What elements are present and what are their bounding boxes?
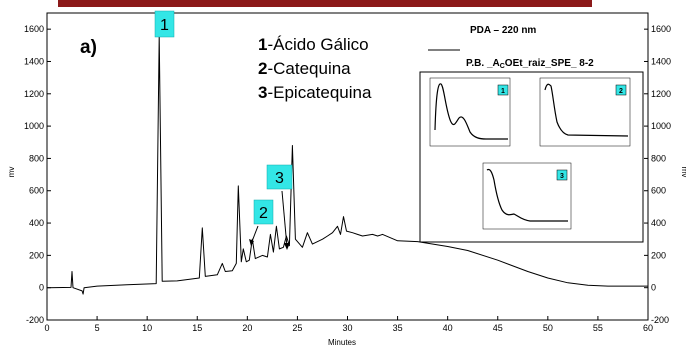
uv-spectrum-2-tag <box>615 84 627 96</box>
panel-label: a) <box>80 37 97 58</box>
y-tick-label-right: 400 <box>651 218 666 228</box>
x-tick-label: 25 <box>292 323 302 333</box>
legend-entry-3: 3-Epicatequina <box>258 83 372 102</box>
y-tick-label-right: 1600 <box>651 24 671 34</box>
uv-spectrum-1: 1 <box>429 77 511 147</box>
peak-3-arrowhead <box>284 243 290 250</box>
uv-spectrum-3-tag <box>556 169 568 181</box>
peak-label-2-text: 2 <box>259 205 268 222</box>
y-tick-label-left: 400 <box>29 218 44 228</box>
y-tick-label-right: 600 <box>651 186 666 196</box>
uv-spectrum-2-tag-text: 2 <box>619 88 623 95</box>
peak-label-3-box <box>266 164 293 190</box>
chromatogram-trace <box>46 35 648 295</box>
x-tick-label: 30 <box>342 323 352 333</box>
x-tick-label: 55 <box>593 323 603 333</box>
y-tick-label-right: 0 <box>651 283 656 293</box>
chromatogram-trace-group <box>46 35 648 295</box>
x-tick-label: 50 <box>543 323 553 333</box>
x-tick-label: 0 <box>44 323 49 333</box>
uv-spectrum-3: 3 <box>482 162 572 230</box>
peak-label-2: 2 <box>253 199 274 225</box>
peak-label-3-text: 3 <box>275 170 284 187</box>
uv-spectrum-3-curve <box>486 168 568 222</box>
y-tick-label-left: 0 <box>39 283 44 293</box>
y-tick-label-right: 800 <box>651 153 666 163</box>
y-tick-label-left: 600 <box>29 186 44 196</box>
x-tick-label: 5 <box>95 323 100 333</box>
y-tick-label-left: -200 <box>26 315 44 325</box>
x-tick-label: 20 <box>242 323 252 333</box>
y-tick-label-left: 1000 <box>24 121 44 131</box>
y-tick-label-left: 1400 <box>24 56 44 66</box>
y-axis-title-left: mv <box>7 167 16 178</box>
peak-2-arrowhead <box>249 239 254 246</box>
peak-label-1-text: 1 <box>160 17 169 34</box>
uv-spectrum-1-curve <box>434 83 508 140</box>
y-tick-label-right: 1000 <box>651 121 671 131</box>
legend-entry-2: 2-Catequina <box>258 59 351 78</box>
y-tick-label-left: 200 <box>29 250 44 260</box>
uv-spectrum-1-tag <box>497 84 509 96</box>
peak-label-1: 1 <box>154 10 175 38</box>
peak-label-1-box <box>154 10 175 38</box>
y-tick-label-right: 1200 <box>651 89 671 99</box>
x-tick-label: 40 <box>443 323 453 333</box>
x-tick-label: 15 <box>192 323 202 333</box>
x-tick-label: 60 <box>643 323 653 333</box>
uv-spectrum-1-tag-text: 1 <box>501 88 505 95</box>
peak-label-3: 3 <box>266 164 293 190</box>
x-tick-label: 35 <box>393 323 403 333</box>
uv-spectrum-3-tag-text: 3 <box>560 173 564 180</box>
y-tick-label-left: 800 <box>29 153 44 163</box>
detector-label: PDA – 220 nm <box>470 25 536 36</box>
x-tick-label: 45 <box>493 323 503 333</box>
y-tick-label-left: 1600 <box>24 24 44 34</box>
y-tick-label-left: 1200 <box>24 89 44 99</box>
trace-name-label: P.B. _ACOEt_raiz_SPE_ 8-2 <box>466 58 594 70</box>
y-axis-title-right: mv <box>680 167 686 178</box>
compound-legend: 1-Ácido Gálico 2-Catequina 3-Epicatequin… <box>258 35 372 102</box>
top-banner-bar <box>58 0 592 7</box>
y-tick-label-right: 1400 <box>651 56 671 66</box>
y-tick-label-right: -200 <box>651 315 669 325</box>
x-axis-title: Minutes <box>328 338 356 347</box>
uv-spectrum-2-curve <box>544 83 629 137</box>
x-tick-label: 10 <box>142 323 152 333</box>
peak-label-2-box <box>253 199 274 225</box>
uv-spectrum-2: 2 <box>539 77 631 147</box>
legend-entry-1: 1-Ácido Gálico <box>258 35 369 54</box>
peak-3-arrow <box>281 190 288 248</box>
y-tick-label-right: 200 <box>651 250 666 260</box>
